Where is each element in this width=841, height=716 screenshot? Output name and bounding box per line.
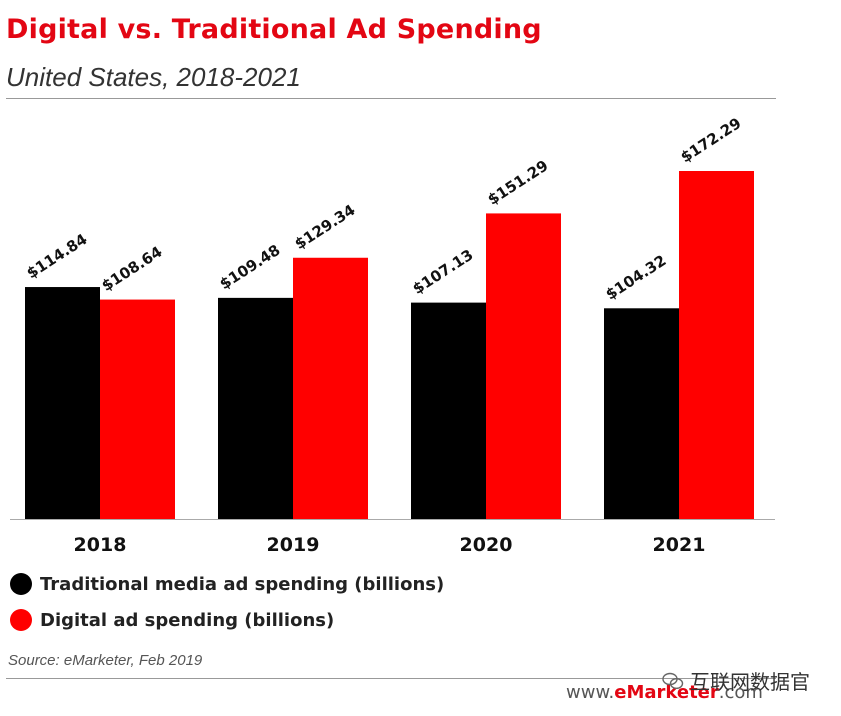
bar-digital-2020 — [486, 213, 561, 519]
data-label-digital-2020: $151.29 — [484, 156, 551, 208]
x-tick-label-2021: 2021 — [653, 534, 706, 556]
bar-digital-2019 — [293, 257, 368, 519]
watermark: 互联网数据官 — [662, 666, 810, 695]
data-label-digital-2021: $172.29 — [677, 114, 744, 166]
legend-item-traditional: Traditional media ad spending (billions) — [10, 569, 444, 599]
bar-chart: $114.84 $108.64 2018 $109.48$129.34 2019 $107… — [10, 114, 775, 556]
x-tick-label-2018: 2018 — [74, 534, 127, 556]
bar-digital-2018 — [100, 299, 175, 519]
legend-item-digital: Digital ad spending (billions) — [10, 605, 334, 635]
chart-subtitle: United States, 2018-2021 — [6, 62, 301, 92]
data-label-traditional-2021: $104.32 — [602, 251, 669, 303]
source-note: Source: eMarketer, Feb 2019 — [8, 652, 203, 669]
bar-digital-2021 — [679, 171, 754, 519]
wechat-icon — [662, 672, 684, 689]
data-label-traditional-2020: $107.13 — [409, 246, 476, 298]
brand-accent: eMarketer — [614, 682, 719, 703]
chart-title: Digital vs. Traditional Ad Spending — [6, 14, 542, 45]
brand-prefix: www. — [566, 682, 615, 703]
data-label-traditional-2018: $114.84 — [23, 230, 90, 282]
data-label-traditional-2019: $109.48 — [216, 241, 283, 293]
header-divider — [6, 98, 776, 99]
bar-traditional-2020 — [411, 302, 486, 519]
legend-label-traditional: Traditional media ad spending (billions) — [40, 573, 445, 595]
brand-suffix: .com — [718, 682, 763, 703]
legend-swatch-digital — [10, 609, 32, 631]
footer-divider — [6, 678, 776, 679]
legend-label-digital: Digital ad spending (billions) — [40, 609, 335, 631]
bar-traditional-2019 — [218, 297, 293, 519]
x-tick-label-2020: 2020 — [460, 534, 513, 556]
data-label-digital-2019: $129.34 — [291, 201, 358, 253]
brand-url: www.eMarketer.com — [566, 682, 763, 703]
bar-traditional-2018 — [25, 287, 100, 519]
bar-traditional-2021 — [604, 308, 679, 519]
data-label-digital-2018: $108.64 — [98, 243, 165, 295]
watermark-text: 互联网数据官 — [690, 670, 810, 694]
x-tick-label-2019: 2019 — [267, 534, 320, 556]
legend-swatch-traditional — [10, 573, 32, 595]
